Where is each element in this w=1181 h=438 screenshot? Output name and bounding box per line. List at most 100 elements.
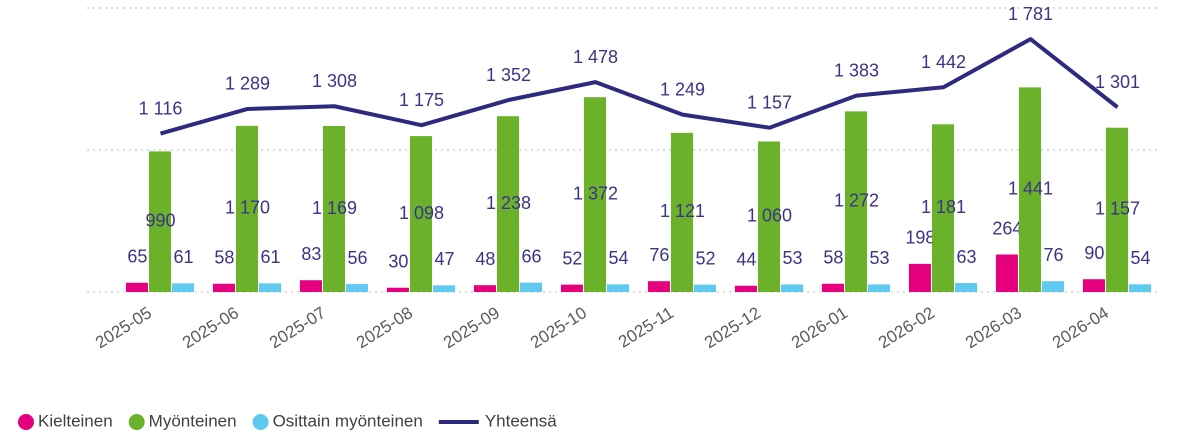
- bar: [433, 285, 456, 292]
- x-tick-label: 2025-10: [527, 303, 590, 352]
- x-tick-label: 2025-06: [179, 303, 242, 352]
- data-label: 1 441: [1008, 178, 1053, 198]
- bar: [908, 263, 931, 292]
- data-label: 1 289: [225, 74, 270, 94]
- bar: [1042, 281, 1065, 292]
- legend-swatch: [252, 414, 269, 430]
- data-label: 58: [214, 248, 234, 268]
- data-label: 1 249: [660, 79, 705, 99]
- bar: [821, 283, 844, 292]
- data-label: 54: [1131, 248, 1151, 268]
- data-label: 44: [736, 250, 756, 270]
- data-label: 66: [522, 246, 542, 266]
- bar: [757, 141, 781, 292]
- data-label: 52: [562, 248, 582, 268]
- bar: [868, 284, 891, 292]
- legend-item: Kielteinen: [18, 411, 113, 430]
- data-label: 76: [649, 245, 669, 265]
- data-label: 54: [609, 248, 629, 268]
- legend-label: Yhteensä: [485, 411, 557, 430]
- data-label: 48: [475, 249, 495, 269]
- bar: [1129, 284, 1152, 292]
- bar: [781, 284, 804, 292]
- x-tick-label: 2025-09: [440, 303, 503, 352]
- data-label: 264: [992, 218, 1022, 238]
- bar: [1105, 127, 1129, 293]
- data-label: 1 301: [1095, 72, 1140, 92]
- x-tick-label: 2026-04: [1049, 303, 1112, 352]
- bar: [212, 283, 235, 292]
- data-label: 990: [145, 210, 175, 230]
- legend-swatch: [128, 414, 145, 430]
- legend-item: Osittain myönteinen: [252, 411, 423, 430]
- bar: [259, 283, 282, 292]
- data-label: 63: [957, 247, 977, 267]
- bar: [496, 116, 520, 292]
- data-label: 1 478: [573, 47, 618, 67]
- bar: [520, 282, 543, 292]
- bar: [647, 281, 670, 292]
- legend-item: Myönteinen: [128, 411, 237, 430]
- data-label: 1 169: [312, 198, 357, 218]
- data-label: 30: [388, 251, 408, 271]
- data-label: 1 098: [399, 203, 444, 223]
- data-label: 83: [301, 244, 321, 264]
- bar: [1082, 279, 1105, 292]
- legend-item: Yhteensä: [438, 411, 557, 430]
- bar: [386, 287, 409, 292]
- data-label: 1 352: [486, 65, 531, 85]
- data-label: 1 383: [834, 60, 879, 80]
- data-label: 47: [435, 249, 455, 269]
- bar: [299, 280, 322, 292]
- bar: [473, 285, 496, 292]
- data-label: 1 060: [747, 205, 792, 225]
- bar: [607, 284, 630, 292]
- data-label: 1 121: [660, 201, 705, 221]
- data-label: 198: [905, 228, 935, 248]
- x-tick-label: 2025-07: [266, 303, 329, 352]
- x-tick-label: 2025-12: [701, 303, 764, 352]
- bar: [734, 285, 757, 292]
- data-label: 61: [261, 247, 281, 267]
- data-label: 1 157: [747, 92, 792, 112]
- x-tick-label: 2026-01: [788, 303, 851, 352]
- data-label: 56: [348, 248, 368, 268]
- data-label: 1 170: [225, 198, 270, 218]
- data-label: 58: [823, 248, 843, 268]
- bar: [148, 151, 172, 292]
- data-label: 61: [174, 247, 194, 267]
- data-label: 1 442: [921, 52, 966, 72]
- bar: [583, 97, 607, 293]
- bar: [322, 126, 346, 292]
- bar: [1018, 87, 1042, 293]
- legend-label: Osittain myönteinen: [273, 411, 423, 430]
- line: [159, 37, 1119, 136]
- data-label: 90: [1084, 243, 1104, 263]
- data-label: 52: [696, 248, 716, 268]
- bar: [931, 124, 955, 292]
- x-tick-label: 2026-03: [962, 303, 1025, 352]
- x-tick-label: 2025-05: [92, 303, 155, 352]
- bar: [844, 111, 868, 292]
- data-label: 53: [783, 248, 803, 268]
- bar: [235, 125, 259, 292]
- data-label: 1 181: [921, 197, 966, 217]
- bar: [560, 284, 583, 292]
- data-label: 1 238: [486, 193, 531, 213]
- bar: [955, 283, 978, 292]
- data-label: 1 308: [312, 71, 357, 91]
- legend-swatch: [18, 414, 34, 430]
- bar: [125, 282, 148, 292]
- data-label: 1 272: [834, 190, 879, 210]
- bar: [995, 254, 1018, 292]
- data-label: 1 372: [573, 183, 618, 203]
- data-label: 1 116: [139, 98, 183, 118]
- bar: [346, 284, 369, 292]
- x-tick-label: 2025-08: [353, 303, 416, 352]
- data-label: 1 175: [399, 90, 444, 110]
- x-tick-label: 2025-11: [615, 303, 677, 352]
- data-label: 1 781: [1008, 4, 1053, 24]
- data-label: 53: [870, 248, 890, 268]
- data-label: 76: [1044, 245, 1064, 265]
